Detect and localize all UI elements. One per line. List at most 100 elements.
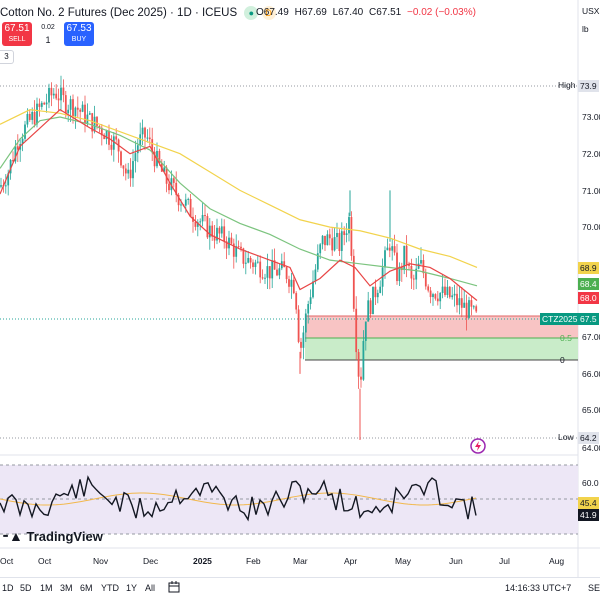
x-tick: 2025 (193, 556, 212, 566)
chart-header: Cotton No. 2 Futures (Dec 2025) · 1D · I… (0, 0, 578, 68)
candle-body (55, 93, 58, 99)
candle-body (470, 300, 473, 307)
low-value: L67.40 (332, 7, 364, 18)
session-button[interactable]: SE (588, 583, 600, 593)
candle-body (225, 241, 228, 249)
candle-body (98, 125, 101, 128)
candle-body (420, 260, 422, 264)
candle-body (93, 116, 96, 132)
candle-body (396, 252, 398, 282)
rsi-line (0, 475, 477, 522)
candle-body (127, 169, 130, 174)
close-value: C67.51 (369, 7, 402, 18)
order-quantity[interactable]: 0.02 1 (38, 22, 58, 46)
range-all[interactable]: All (145, 583, 156, 593)
candle-body (139, 134, 142, 146)
candle-body (314, 269, 317, 282)
x-tick-partial: Oct (0, 556, 14, 566)
candle-body (439, 293, 442, 302)
ohlc-values: O67.49 H67.69 L67.40 C67.51 −0.02 (−0.03… (256, 7, 479, 18)
candle-body (302, 332, 305, 348)
candle-body (4, 185, 7, 187)
candle-body (88, 113, 91, 115)
candle-body (427, 286, 430, 291)
candle-body (429, 290, 432, 298)
candle-body (48, 87, 50, 103)
range-1m[interactable]: 1M (40, 583, 53, 593)
candle-body (408, 264, 410, 266)
sell-button[interactable]: 67.51 SELL (2, 22, 32, 46)
candle-body (264, 277, 266, 279)
candle-body (52, 93, 55, 96)
indicators-toggle[interactable]: 3 (0, 50, 14, 64)
candle-body (136, 145, 139, 154)
y-tick: 71.00 (582, 186, 600, 196)
candle-body (24, 124, 26, 139)
candle-body (398, 266, 401, 282)
candle-body (244, 262, 247, 264)
fib-zero-label: 0 (560, 355, 565, 365)
range-5d[interactable]: 5D (20, 583, 32, 593)
market-status-icon[interactable]: ● (244, 6, 259, 20)
candle-body (376, 292, 379, 298)
candle-body (256, 261, 259, 263)
candle-body (372, 286, 374, 315)
candle-body (355, 308, 358, 353)
candle-body (74, 107, 77, 117)
candle-body (64, 95, 67, 114)
clock[interactable]: 14:16:33 UTC+7 (505, 583, 572, 593)
open-value: O67.49 (256, 7, 289, 18)
candle-body (328, 234, 331, 239)
candle-body (9, 159, 12, 174)
range-3m[interactable]: 3M (60, 583, 73, 593)
candle-body (228, 237, 230, 249)
symbol-title[interactable]: Cotton No. 2 Futures (Dec 2025) · 1D · I… (0, 6, 276, 20)
tradingview-logo[interactable]: ⁃▲ TradingView (2, 528, 103, 544)
candle-body (129, 169, 132, 179)
x-tick: Apr (344, 556, 358, 566)
range-1d[interactable]: 1D (2, 583, 14, 593)
buy-button[interactable]: 67.53 BUY (64, 22, 94, 46)
candle-body (45, 102, 48, 105)
candle-body (211, 225, 214, 237)
range-6m[interactable]: 6M (80, 583, 93, 593)
candle-body (38, 103, 41, 107)
candle-body (386, 247, 389, 251)
candle-body (76, 107, 79, 110)
candle-body (28, 113, 31, 120)
x-tick: Nov (93, 556, 109, 566)
candle-body (268, 266, 271, 279)
candle-body (403, 245, 406, 271)
candle-body (108, 130, 110, 145)
candle-body (326, 234, 329, 246)
candle-body (201, 215, 204, 222)
candle-body (259, 261, 262, 278)
fib-zone-upper (305, 316, 578, 338)
candle-body (240, 246, 242, 249)
candle-body (441, 286, 444, 294)
candle-body (412, 278, 415, 280)
x-tick: Feb (246, 556, 261, 566)
candle-body (273, 260, 276, 270)
range-ytd[interactable]: YTD (101, 583, 119, 593)
candle-body (307, 303, 310, 314)
candle-body (324, 235, 326, 246)
candle-body (184, 199, 187, 206)
candle-body (124, 168, 127, 174)
fib-zone-lower (305, 338, 578, 360)
candle-body (144, 127, 146, 138)
lightning-icon[interactable] (470, 438, 486, 454)
y-tick: 67.00 (582, 332, 600, 342)
candle-body (446, 286, 449, 295)
delayed-data-icon[interactable]: D (261, 6, 276, 20)
range-1y[interactable]: 1Y (126, 583, 138, 593)
candle-body (148, 137, 151, 140)
candle-body (475, 306, 478, 312)
rsi-value-tag: 41.9 (578, 509, 599, 521)
date-range-icon[interactable] (167, 580, 181, 594)
candle-body (434, 294, 437, 299)
candle-body (62, 87, 65, 96)
lightning-icon-bolt (475, 441, 481, 451)
candle-body (249, 257, 252, 263)
